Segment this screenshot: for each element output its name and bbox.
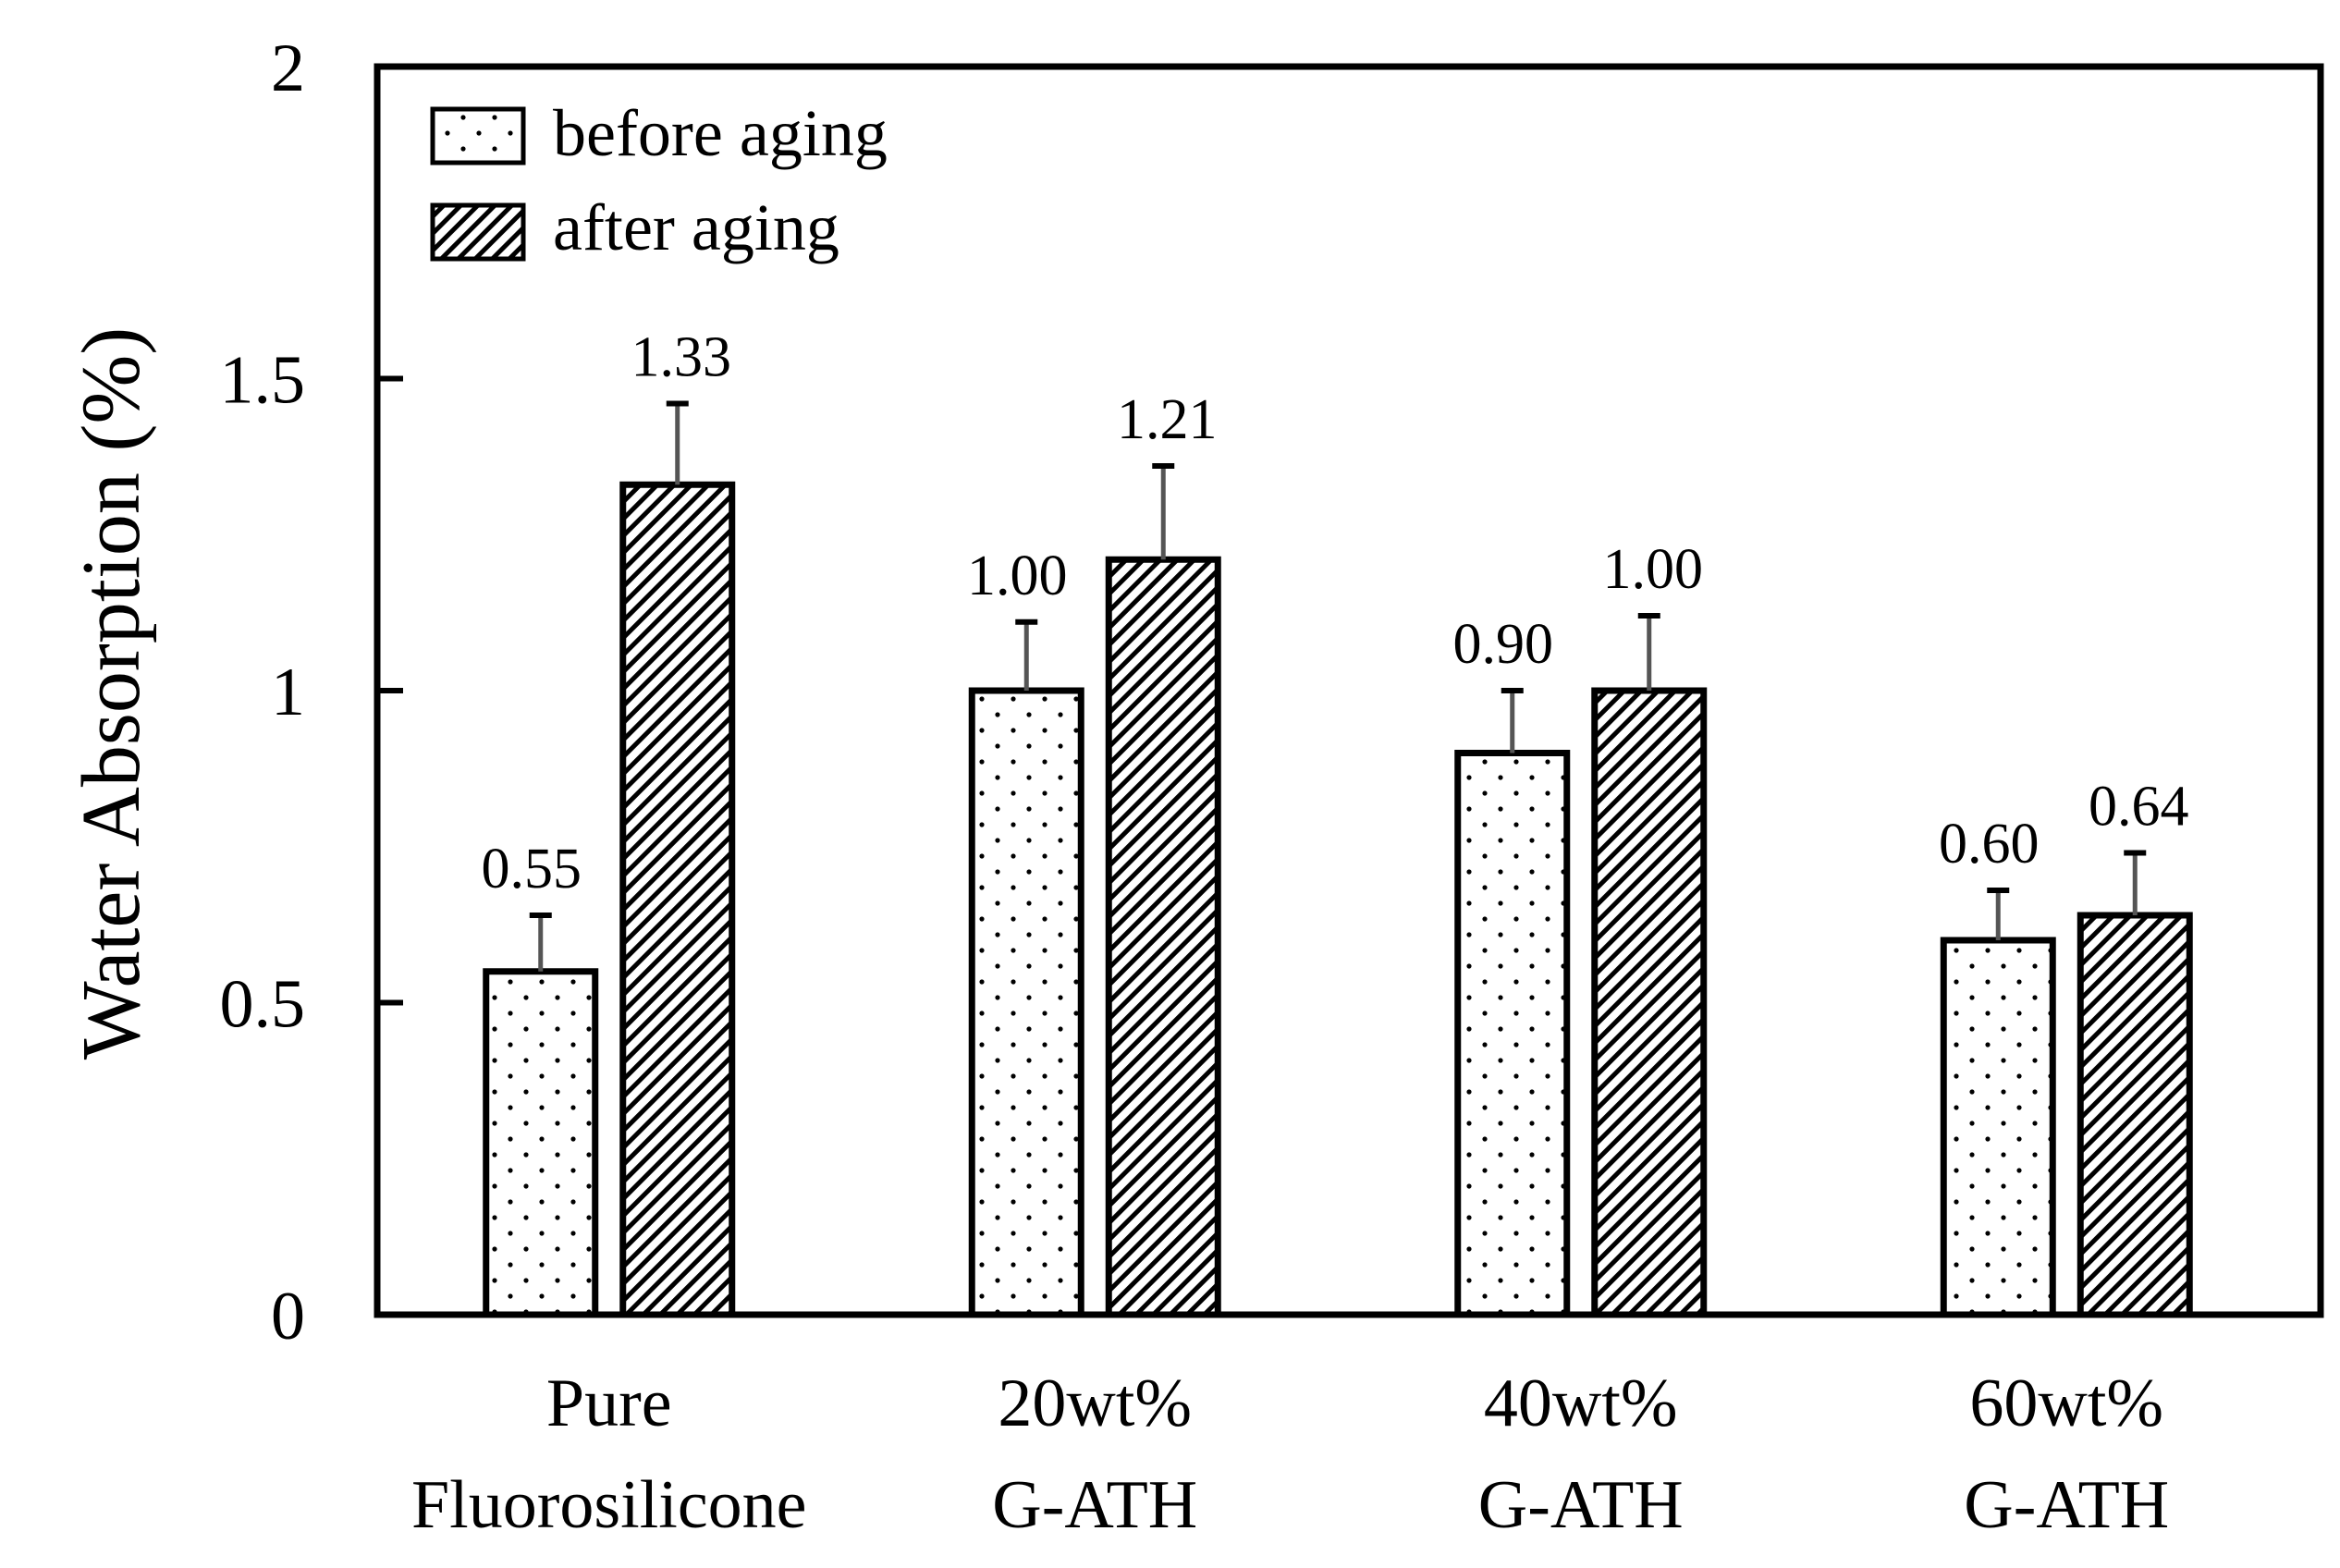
y-axis-title: Water Absorption (%) <box>66 327 157 1060</box>
category-label: 60wt% <box>1969 1366 2163 1441</box>
data-label-after-aging: 1.00 <box>1603 538 1704 601</box>
category-labels: Pure Fluorosilicone 20wt% G-ATH 40wt% G-ATH 60… <box>411 1366 2169 1543</box>
category-label: Pure <box>546 1366 672 1441</box>
category-label: G-ATH <box>992 1467 1197 1543</box>
legend-swatch-before-aging <box>430 106 526 165</box>
bar-after-aging <box>619 481 736 1318</box>
bar-before-aging <box>1454 750 1571 1318</box>
data-label-before-aging: 0.60 <box>1939 813 2040 876</box>
data-label-before-aging: 0.55 <box>482 838 582 900</box>
y-tick-label: 0 <box>271 1279 305 1354</box>
y-tick-label: 0.5 <box>220 967 306 1043</box>
legend: before aging after aging <box>430 96 888 264</box>
category-label: 20wt% <box>998 1366 1192 1441</box>
y-tick-label: 1 <box>271 655 305 730</box>
y-axis-ticks: 0 0.5 1 1.5 2 <box>220 31 403 1354</box>
data-label-after-aging: 1.21 <box>1117 388 1218 451</box>
data-label-after-aging: 0.64 <box>2089 776 2189 839</box>
bar-after-aging <box>1105 556 1221 1318</box>
data-label-before-aging: 0.90 <box>1453 613 1554 676</box>
legend-label-after-aging: after aging <box>553 190 839 264</box>
bar-before-aging <box>1940 937 2056 1318</box>
legend-label-before-aging: before aging <box>553 96 888 170</box>
bar-before-aging <box>968 687 1084 1318</box>
bar-after-aging <box>2077 912 2193 1318</box>
category-label: G-ATH <box>1964 1467 2169 1543</box>
category-label: Fluorosilicone <box>411 1467 807 1543</box>
data-label-before-aging: 1.00 <box>967 545 1068 607</box>
data-label-after-aging: 1.33 <box>631 326 732 389</box>
y-tick-label: 1.5 <box>220 343 306 419</box>
bar-before-aging <box>483 968 599 1318</box>
y-tick-label: 2 <box>271 31 305 106</box>
bars-layer: 0.55 1.33 1.00 1.21 0.90 1.00 0.60 0.64 <box>482 326 2193 1318</box>
legend-swatch-after-aging <box>430 202 526 262</box>
bar-after-aging <box>1591 687 1708 1318</box>
category-label: 40wt% <box>1484 1366 1678 1441</box>
category-label: G-ATH <box>1478 1467 1684 1543</box>
